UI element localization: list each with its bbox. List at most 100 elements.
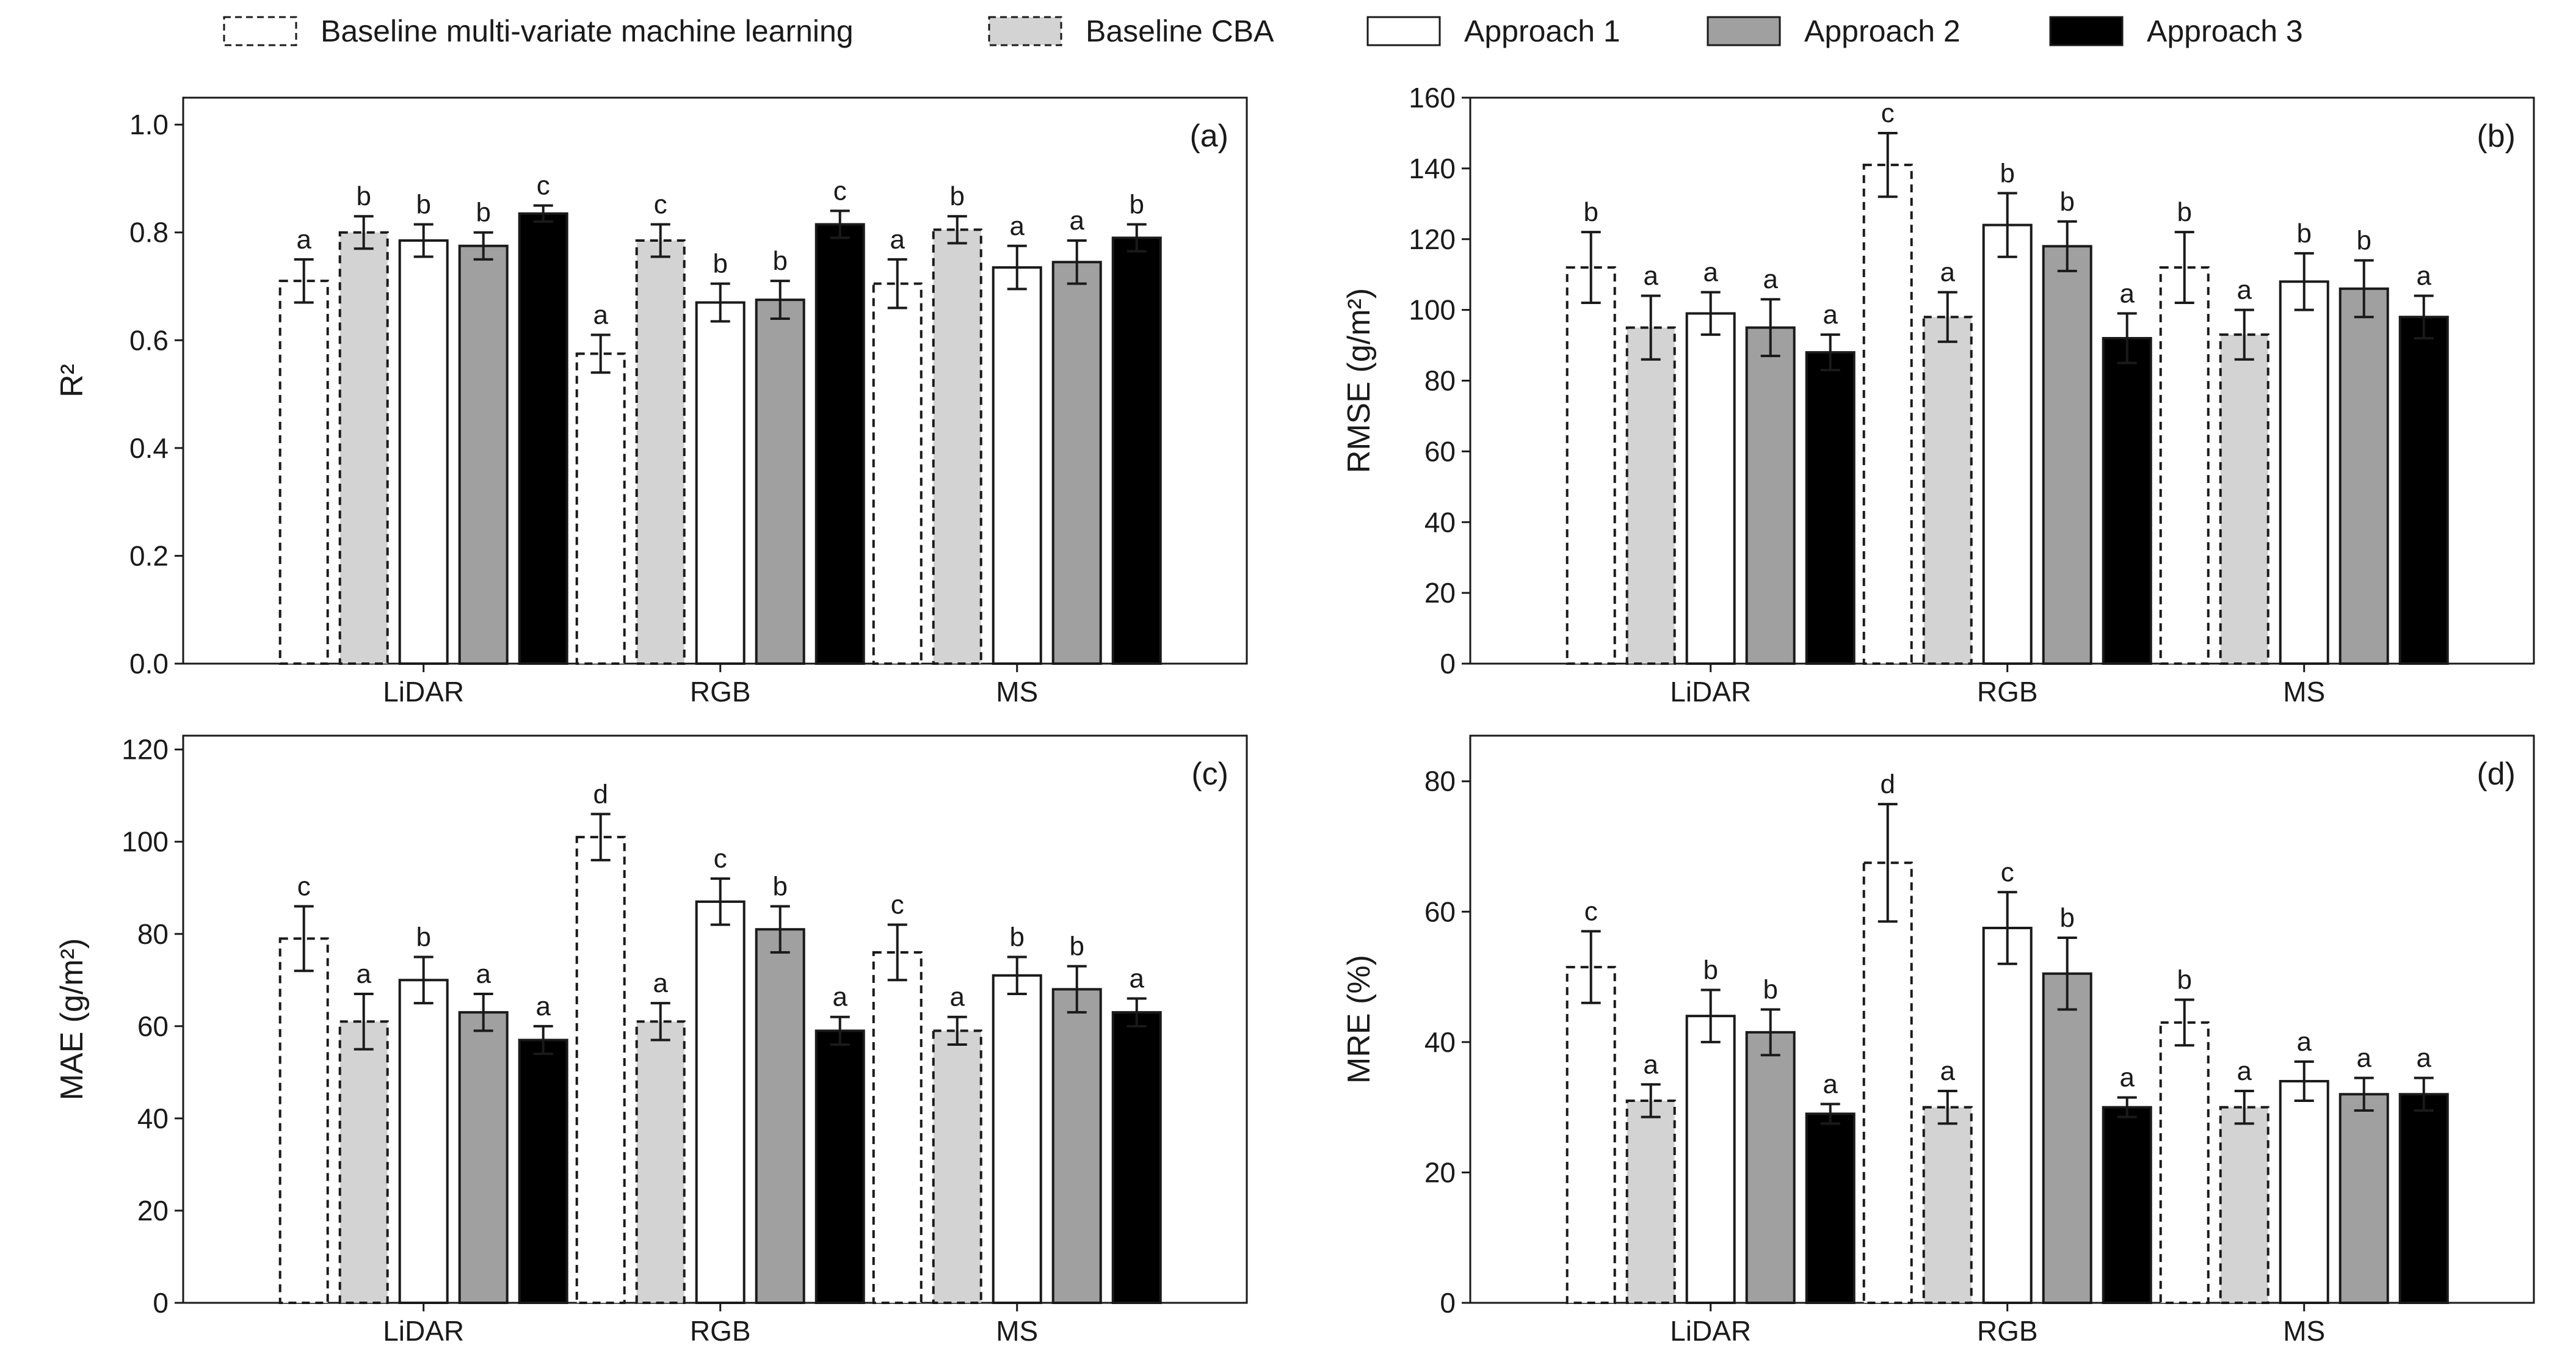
panel-label: (a)	[1189, 118, 1228, 154]
bar	[932, 228, 982, 665]
bar	[695, 900, 746, 1304]
bar	[1862, 164, 1913, 665]
x-tick-label: RGB	[1977, 676, 2038, 708]
y-tick-label: 0	[153, 1287, 169, 1319]
significance-letter: b	[772, 246, 787, 276]
bar	[458, 244, 509, 665]
y-tick-label: 0.0	[129, 648, 169, 680]
significance-letter: a	[949, 982, 965, 1012]
significance-letter: b	[2296, 219, 2311, 248]
x-tick-label: MS	[996, 1315, 1038, 1347]
legend-label: Baseline multi-variate machine learning	[321, 14, 854, 48]
legend-item: Approach 2	[1707, 14, 1961, 48]
significance-letter: b	[2059, 187, 2074, 217]
bar	[815, 223, 865, 665]
bar	[635, 1020, 686, 1304]
bar	[338, 231, 389, 665]
panel-label: (b)	[2476, 118, 2516, 154]
y-tick-label: 20	[1424, 577, 1456, 609]
significance-letter: a	[476, 959, 491, 989]
y-tick-label: 100	[122, 826, 169, 858]
bar	[338, 1020, 389, 1304]
significance-letter: b	[713, 249, 727, 279]
significance-letter: b	[2177, 197, 2191, 227]
bar	[1625, 326, 1676, 665]
bar	[518, 1038, 568, 1304]
y-tick-label: 160	[1409, 82, 1456, 114]
bar	[872, 951, 923, 1304]
significance-letter: a	[2119, 278, 2135, 308]
bar	[2042, 245, 2092, 665]
y-tick-label: 60	[1424, 896, 1456, 927]
bar	[1685, 312, 1736, 665]
significance-letter: a	[2296, 1027, 2312, 1057]
legend-label: Approach 1	[1464, 14, 1620, 48]
bar	[2219, 333, 2269, 665]
bar	[1111, 236, 1162, 665]
bar	[1566, 266, 1616, 665]
bar	[2338, 287, 2389, 665]
y-tick-label: 20	[137, 1195, 169, 1227]
bar	[1745, 326, 1796, 665]
bar	[398, 239, 449, 665]
y-tick-label: 0	[1440, 1287, 1456, 1319]
significance-letter: a	[2356, 1043, 2371, 1073]
x-tick-label: MS	[2283, 1315, 2325, 1347]
legend-label: Approach 3	[2147, 14, 2303, 48]
significance-letter: b	[476, 198, 490, 228]
significance-letter: c	[297, 871, 311, 901]
significance-letter: a	[1940, 258, 1955, 288]
y-tick-label: 0.6	[129, 324, 169, 356]
x-tick-label: RGB	[690, 1315, 751, 1347]
y-tick-label: 40	[1424, 1026, 1456, 1058]
significance-letter: a	[2416, 1043, 2431, 1073]
x-tick-label: MS	[996, 676, 1038, 708]
legend-swatch	[988, 16, 1062, 46]
legend-label: Baseline CBA	[1086, 14, 1274, 48]
significance-letter: b	[772, 871, 787, 901]
significance-letter: a	[593, 300, 608, 330]
panel-label: (c)	[1191, 756, 1228, 792]
legend-swatch	[1707, 16, 1781, 46]
significance-letter: a	[1643, 261, 1658, 291]
significance-letter: a	[2416, 261, 2431, 291]
legend-label: Approach 2	[1804, 14, 1961, 48]
x-tick-label: LiDAR	[1670, 676, 1751, 708]
significance-letter: a	[1823, 1069, 1838, 1099]
significance-letter: a	[1703, 258, 1718, 288]
bar	[398, 979, 449, 1304]
significance-letter: b	[1129, 189, 1144, 219]
bar	[1111, 1011, 1162, 1305]
significance-letter: a	[1823, 300, 1838, 330]
significance-letter: c	[654, 189, 667, 219]
y-tick-label: 20	[1424, 1156, 1456, 1188]
x-tick-label: LiDAR	[1670, 1315, 1751, 1347]
bar	[2102, 1106, 2152, 1304]
y-tick-label: 140	[1409, 153, 1456, 184]
significance-letter: b	[1763, 974, 1777, 1004]
bar	[1051, 988, 1102, 1304]
legend-item: Approach 3	[2049, 14, 2303, 48]
panel-b-rmse: 0 20 40 60 80 100 120 140 160 RMSE (g/m²) (b) LiDAR…	[1341, 82, 2535, 708]
significance-letter: c	[1881, 98, 1895, 128]
bar	[1805, 351, 1856, 665]
significance-letter: a	[890, 225, 905, 255]
y-tick-label: 0.8	[129, 217, 169, 248]
bar	[2159, 266, 2210, 665]
significance-letter: b	[2177, 965, 2191, 995]
legend-item: Approach 1	[1366, 14, 1620, 48]
significance-letter: b	[2356, 226, 2371, 256]
significance-letter: d	[593, 779, 608, 809]
bar	[458, 1011, 509, 1305]
significance-letter: b	[1069, 932, 1084, 962]
significance-letter: a	[1763, 264, 1778, 294]
y-tick-label: 60	[137, 1010, 169, 1042]
significance-letter: a	[2237, 275, 2252, 305]
significance-letter: a	[1643, 1049, 1658, 1079]
x-tick-label: RGB	[1977, 1315, 2038, 1347]
significance-letter: b	[1703, 955, 1718, 985]
bar	[755, 299, 805, 665]
significance-letter: c	[714, 844, 727, 874]
panel-c-mae: 0 20 40 60 80 100 120 MAE (g/m²) (c) LiDAR c a b a a RG…	[54, 734, 1248, 1347]
bar	[992, 266, 1042, 665]
